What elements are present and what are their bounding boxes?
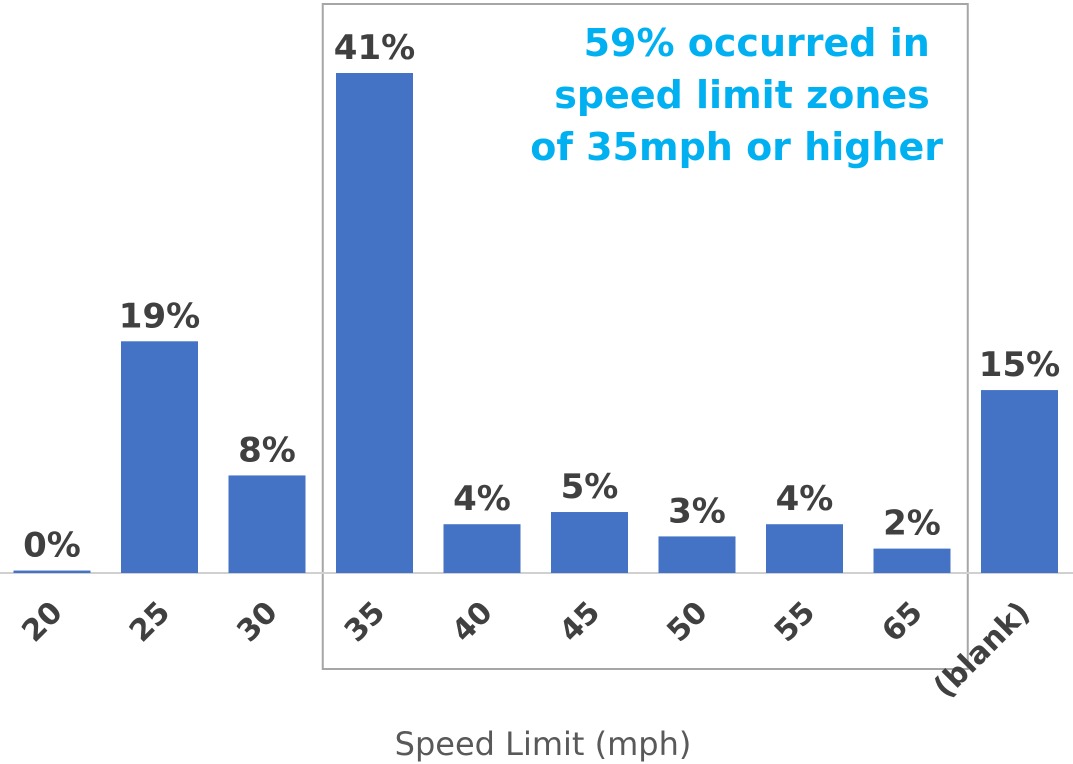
value-label: 4% [453, 479, 511, 519]
x-tick-label: 55 [768, 595, 822, 649]
bar-55 [766, 524, 843, 573]
x-tick-label: (blank) [927, 595, 1037, 705]
value-label: 19% [119, 296, 200, 336]
x-tick-label: 45 [553, 595, 607, 649]
value-label: 15% [979, 345, 1060, 385]
value-labels-group: 0% 19% 8% 41% 4% 5% 3% 4% 2% 15% [23, 28, 1060, 566]
tick-labels-group: 20 25 30 35 40 45 50 55 65(blank) [15, 595, 1037, 705]
bar-30 [228, 475, 306, 573]
bars-group [13, 73, 1058, 573]
value-label: 3% [668, 491, 726, 531]
x-tick-label: 35 [338, 595, 392, 649]
value-label: 0% [23, 526, 81, 566]
value-label: 4% [776, 479, 834, 519]
bar-40 [443, 524, 521, 573]
bar-blank [981, 390, 1058, 573]
bar-45 [551, 512, 628, 573]
x-tick-label: 30 [230, 595, 284, 649]
value-label: 8% [238, 430, 296, 470]
bar-35 [336, 73, 413, 573]
value-label: 41% [334, 28, 415, 68]
annotation-line-1: 59% occurred in [584, 21, 930, 65]
bar-20 [13, 570, 91, 573]
bar-50 [658, 536, 736, 573]
x-tick-label: 40 [445, 595, 499, 649]
x-axis-title: Speed Limit (mph) [395, 725, 692, 763]
x-tick-label: 50 [660, 595, 714, 649]
x-tick-label: 65 [875, 595, 929, 649]
value-label: 2% [883, 504, 941, 544]
bar-25 [121, 341, 198, 573]
value-label: 5% [561, 467, 619, 507]
annotation-line-3: of 35mph or higher [530, 125, 943, 169]
x-tick-label: 20 [15, 595, 69, 649]
highlight-annotation: 59% occurred in speed limit zones of 35m… [530, 21, 943, 169]
x-tick-label: 25 [123, 595, 177, 649]
bar-65 [873, 548, 951, 573]
annotation-line-2: speed limit zones [554, 73, 930, 117]
highlight-box [321, 3, 969, 670]
